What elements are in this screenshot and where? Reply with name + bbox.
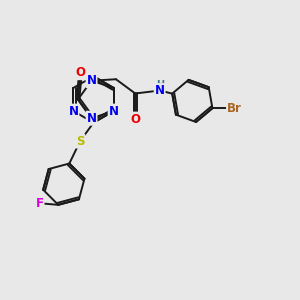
Text: F: F bbox=[35, 197, 44, 210]
Text: N: N bbox=[68, 105, 79, 118]
Text: H: H bbox=[156, 80, 164, 90]
Text: N: N bbox=[154, 84, 165, 97]
Text: S: S bbox=[76, 135, 84, 148]
Text: N: N bbox=[87, 112, 97, 125]
Text: Br: Br bbox=[227, 102, 242, 115]
Text: O: O bbox=[130, 112, 140, 126]
Text: O: O bbox=[75, 66, 85, 79]
Text: N: N bbox=[87, 74, 97, 87]
Text: N: N bbox=[109, 105, 118, 118]
